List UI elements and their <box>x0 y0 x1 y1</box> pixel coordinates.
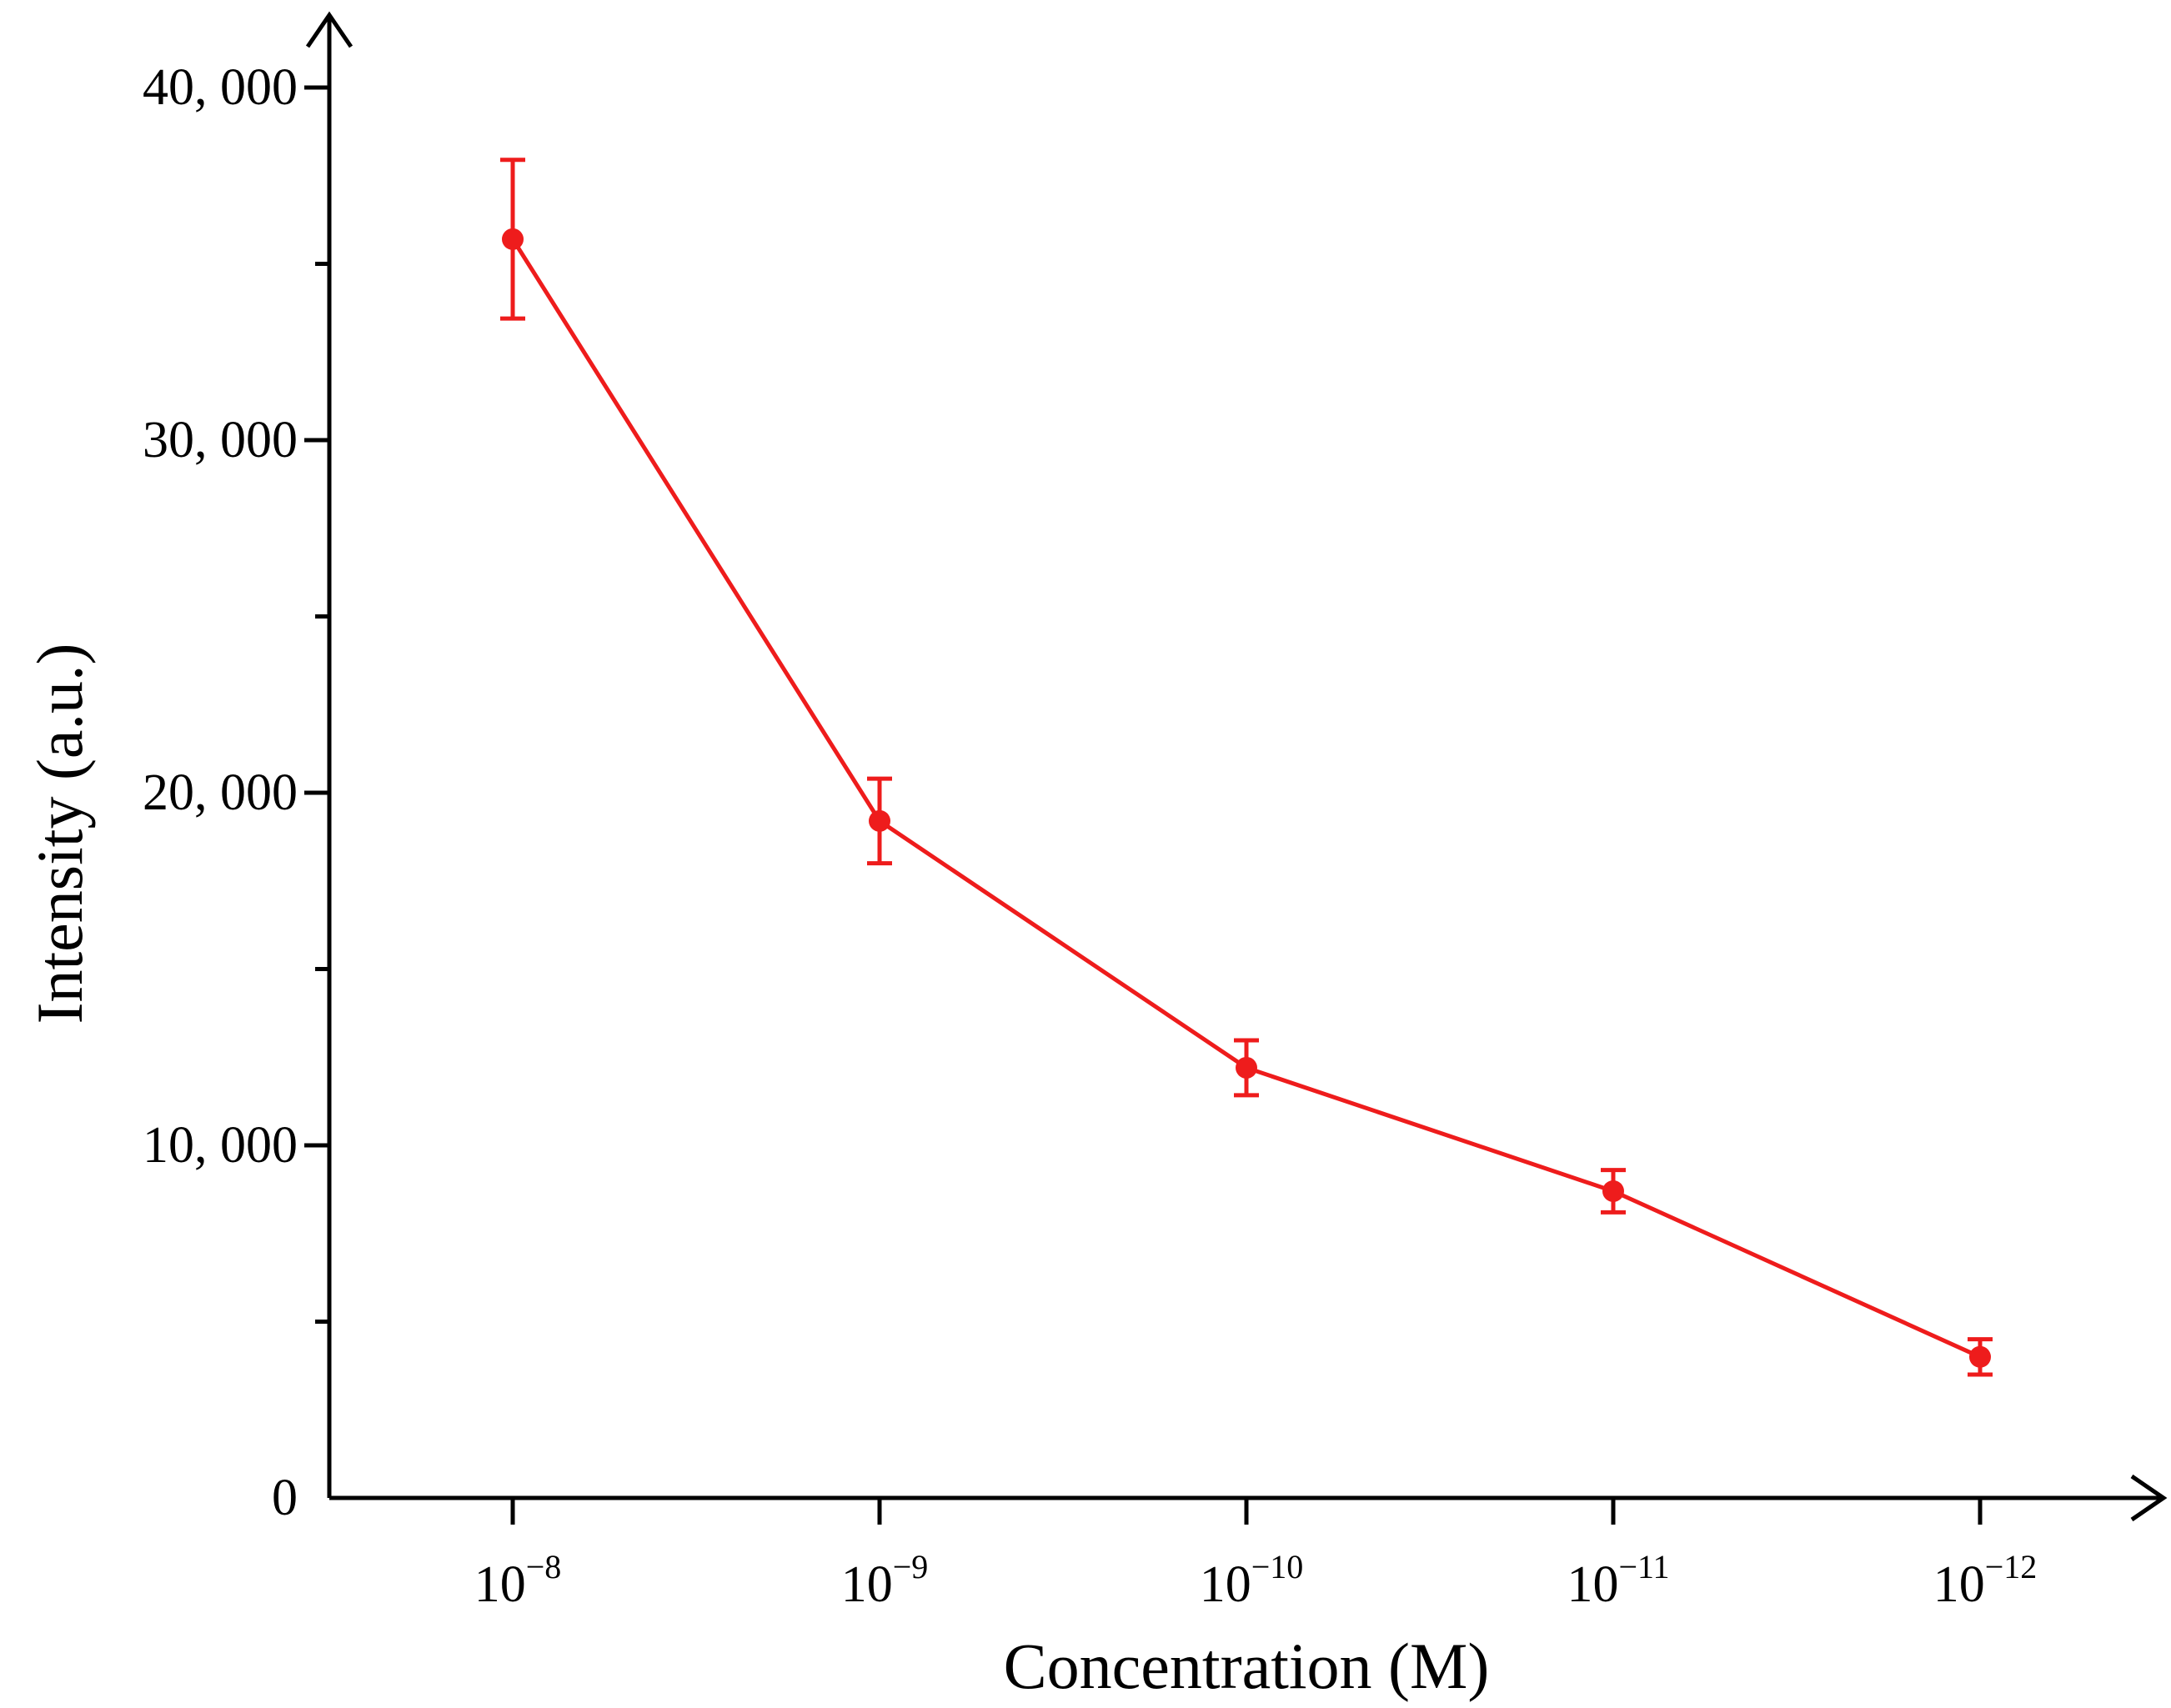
x-tick-label: 10−8 <box>474 1548 562 1613</box>
data-series <box>500 158 1993 1377</box>
x-tick-label: 10−10 <box>1200 1548 1304 1613</box>
y-tick-label: 10, 000 <box>143 1117 298 1174</box>
x-tick-label: 10−9 <box>841 1548 929 1613</box>
data-point <box>502 228 524 250</box>
x-tick-label: 10−12 <box>1933 1548 2038 1613</box>
y-axis-title: Intensity (a.u.) <box>23 643 96 1024</box>
axes <box>305 11 2168 1522</box>
x-tick-label: 10−11 <box>1567 1548 1669 1613</box>
y-axis-ticks: 0 10, 000 20, 000 30, 000 40, 000 <box>143 59 329 1526</box>
series-line <box>510 238 1982 1360</box>
y-tick-label: 20, 000 <box>143 764 298 821</box>
data-point <box>869 809 890 832</box>
y-axis-arrow <box>305 11 353 48</box>
data-point <box>1236 1056 1257 1079</box>
x-axis-title: Concentration (M) <box>1004 1630 1490 1702</box>
y-tick-label: 0 <box>272 1470 298 1526</box>
y-tick-label: 30, 000 <box>143 412 298 468</box>
y-tick-label: 40, 000 <box>143 59 298 116</box>
data-point <box>1969 1345 1991 1368</box>
data-point <box>1602 1180 1624 1202</box>
x-axis-ticks: 10−8 10−9 10−10 10−11 10−12 <box>474 1498 2038 1613</box>
x-axis-arrow <box>2130 1474 2168 1522</box>
